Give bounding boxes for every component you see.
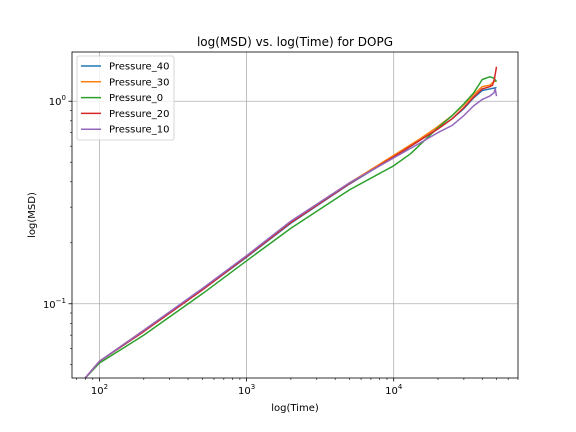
x-axis-label: log(Time): [271, 403, 319, 414]
x-tick-label: 103: [238, 383, 255, 397]
legend-label: Pressure_20: [109, 109, 169, 120]
x-tick-label: 104: [385, 383, 403, 397]
y-tick-label: 10−1: [43, 297, 66, 311]
legend-label: Pressure_40: [109, 62, 169, 73]
ticks: 102 103 104 10−1 100: [43, 94, 519, 397]
legend-box: [76, 55, 175, 141]
plot-series: [84, 66, 498, 378]
legend-label: Pressure_30: [109, 77, 169, 88]
y-tick-label: 100: [49, 94, 66, 108]
chart-title: log(MSD) vs. log(Time) for DOPG: [197, 35, 393, 49]
legend-label: Pressure_10: [109, 125, 169, 136]
x-tick-label: 102: [91, 383, 108, 397]
series-line-pressure-0: [84, 76, 498, 378]
series-line-pressure-20: [84, 66, 498, 378]
y-axis-label: log(MSD): [27, 192, 38, 238]
legend: Pressure_40 Pressure_30 Pressure_0 Pressure…: [76, 55, 175, 141]
series-line-pressure-10: [84, 88, 498, 378]
legend-label: Pressure_0: [109, 93, 163, 104]
axes-frame: [71, 51, 519, 379]
